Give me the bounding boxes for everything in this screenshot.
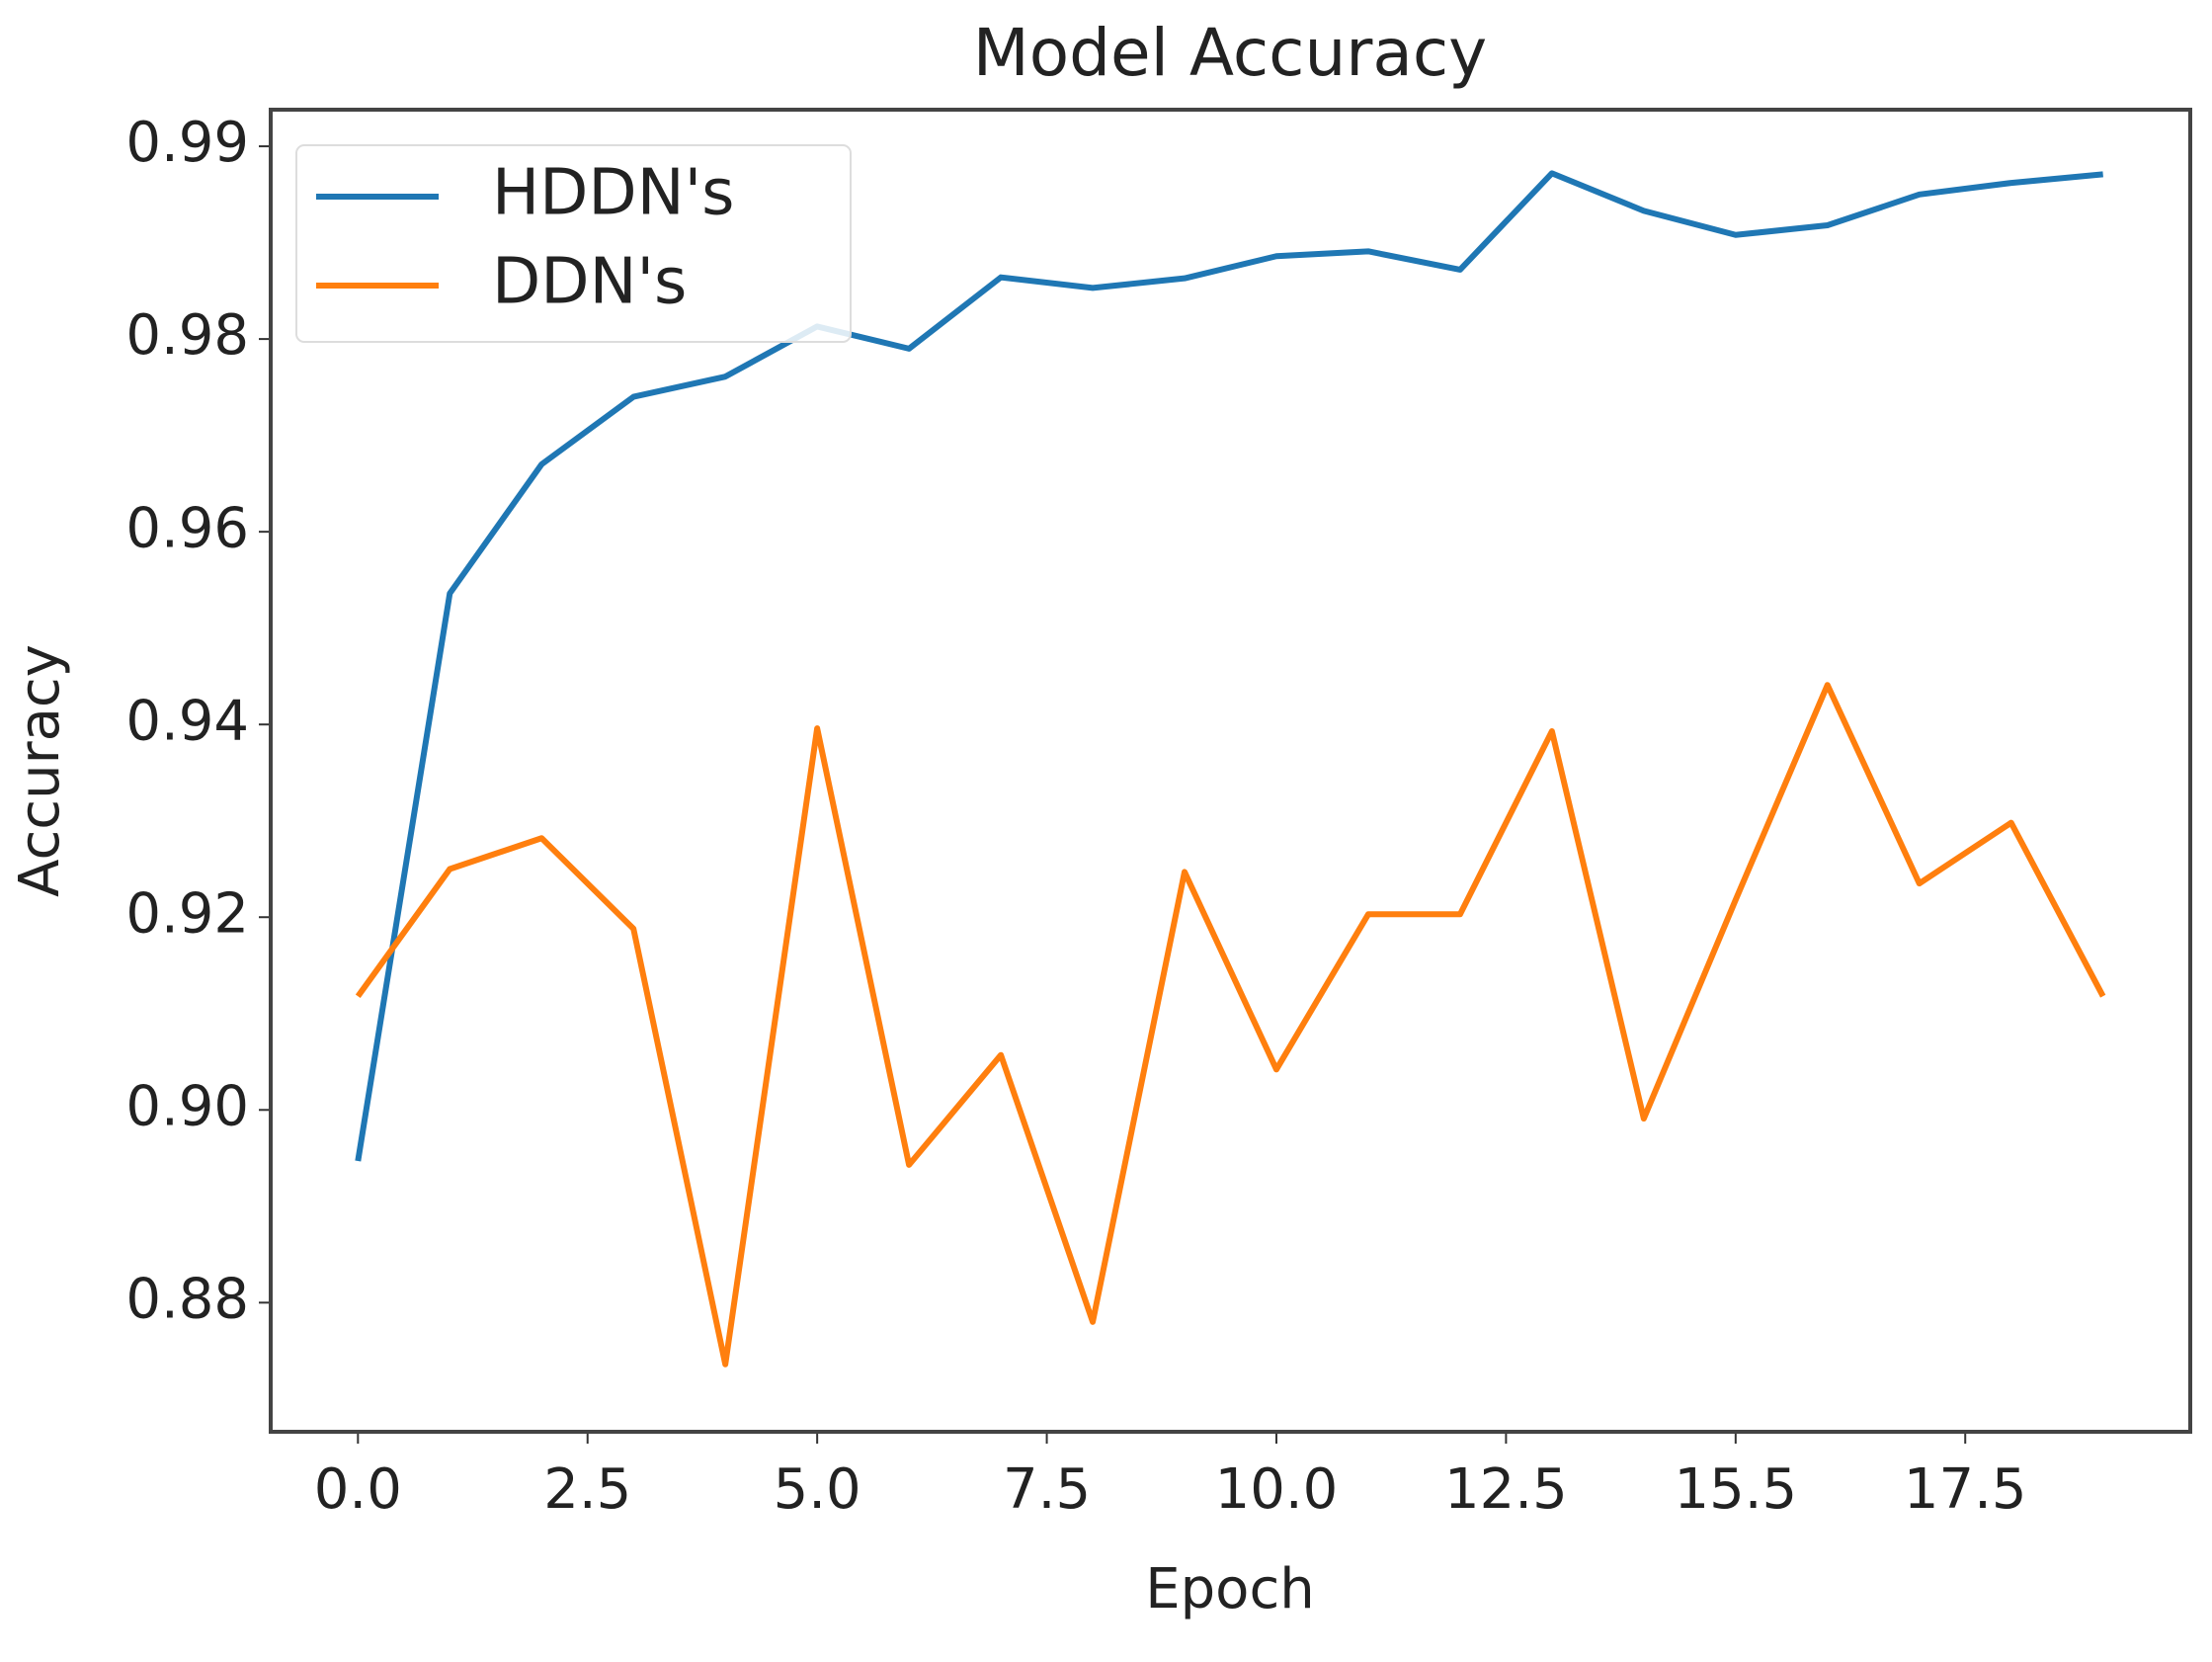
x-tick-label: 7.5 [1003, 1457, 1091, 1522]
legend-label: DDN's [492, 246, 687, 319]
x-tick-label: 2.5 [543, 1457, 631, 1522]
x-tick-label: 15.5 [1674, 1457, 1797, 1522]
chart-title: Model Accuracy [973, 15, 1487, 91]
x-tick-label: 0.0 [314, 1457, 402, 1522]
x-tick-label: 12.5 [1444, 1457, 1568, 1522]
x-tick-label: 5.0 [774, 1457, 861, 1522]
plot-frame [269, 108, 2192, 1434]
x-axis-label: Epoch [1145, 1557, 1314, 1621]
series-line [355, 170, 2103, 1162]
y-tick-label: 0.88 [125, 1267, 249, 1331]
y-tick-label: 0.94 [125, 689, 249, 753]
y-axis-label: Accuracy [8, 644, 72, 897]
y-tick-label: 0.90 [125, 1074, 249, 1138]
x-tick-label: 10.0 [1215, 1457, 1339, 1522]
legend-label: HDDN's [492, 157, 735, 230]
y-tick-label: 0.99 [125, 111, 249, 175]
y-tick-label: 0.92 [125, 881, 249, 946]
x-tick-label: 17.5 [1904, 1457, 2027, 1522]
series-line [355, 682, 2106, 1368]
y-tick-label: 0.96 [125, 496, 249, 560]
y-tick-label: 0.98 [125, 303, 249, 368]
